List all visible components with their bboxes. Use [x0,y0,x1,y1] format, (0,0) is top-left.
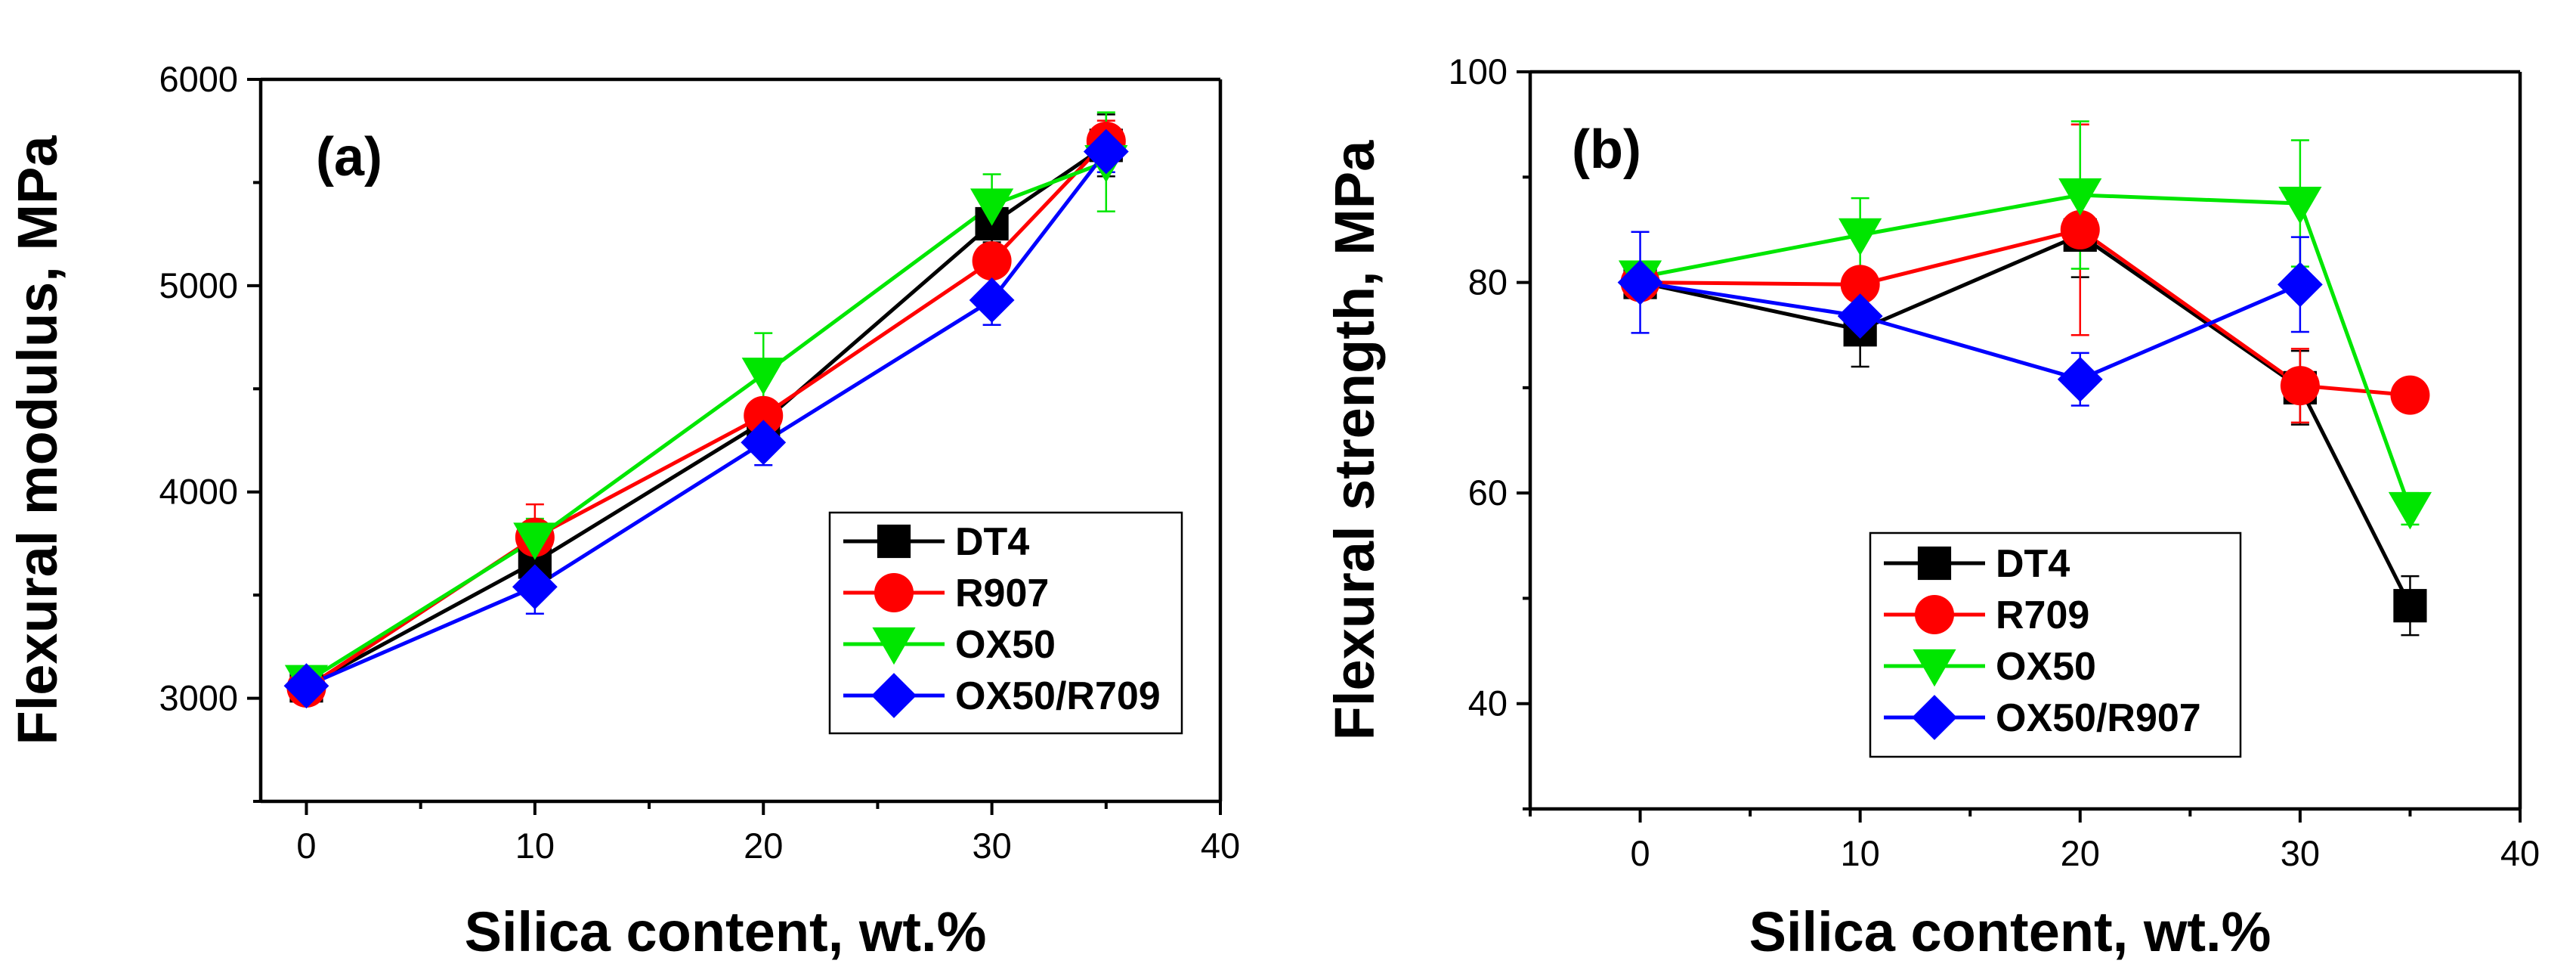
data-point [2057,356,2103,402]
legend-label: R709 [1996,593,2089,637]
data-point [513,522,557,560]
data-point [1840,265,1880,305]
x-axis-title: Silica content, wt.% [1749,900,2271,963]
legend-marker [877,524,911,559]
legend-label: DT4 [955,520,1029,564]
y-axis-title: Flexural strength, MPa [1323,140,1386,740]
data-point [2280,366,2320,406]
x-tick-label: 0 [1630,833,1650,873]
legend-marker [1912,695,1957,740]
x-tick-label: 10 [1841,833,1880,873]
data-point [969,277,1015,323]
legend-label: R907 [955,572,1049,615]
legend-label: OX50/R709 [955,674,1161,718]
data-point [972,241,1012,281]
data-point [744,395,784,435]
legend-marker [874,573,914,612]
y-axis-title: Flexural modulus, MPa [6,135,69,745]
data-point [2278,187,2322,225]
data-point [1837,293,1883,339]
legend-label: OX50/R907 [1996,696,2201,740]
x-axis-title: Silica content, wt.% [465,900,987,963]
y-tick-label: 100 [1449,51,1508,91]
legend-label: DT4 [1996,542,2070,586]
y-tick-label: 40 [1468,683,1508,723]
data-point [2388,491,2432,530]
data-point [741,420,787,466]
data-point [1838,218,1882,256]
x-tick-label: 40 [2500,833,2540,873]
x-tick-label: 0 [296,826,316,866]
data-point [2060,209,2100,249]
y-tick-label: 6000 [159,59,238,99]
legend-marker [872,627,916,665]
y-tick-label: 5000 [159,265,238,305]
data-point [2058,178,2102,216]
data-point [2277,262,2323,308]
x-tick-label: 10 [515,826,555,866]
panel-label: (b) [1572,119,1641,180]
legend: DT4 R709 OX50 OX50/R907 [1869,531,2242,758]
legend-marker [1913,649,1956,687]
data-point [2393,589,2427,623]
panel-label: (a) [316,127,382,187]
x-tick-label: 40 [1201,826,1240,866]
legend-marker [871,673,917,718]
y-tick-label: 3000 [159,678,238,718]
data-point [741,358,785,395]
x-tick-label: 30 [972,826,1011,866]
data-point [283,663,329,709]
x-tick-label: 30 [2281,833,2320,873]
chart-panel-b: 0 10 20 30 40 40 60 80 100 Silica content, wt.% Fl… [1323,51,2540,963]
series-line [1640,280,2301,382]
legend-marker [1915,595,1954,634]
y-tick-label: 4000 [159,472,238,512]
y-tick-label: 80 [1468,262,1508,302]
data-point [1617,259,1663,305]
data-point [512,564,558,610]
legend-label: OX50 [1996,645,2096,689]
data-point [2390,375,2430,415]
x-tick-label: 20 [2061,833,2100,873]
legend-marker [1917,546,1952,581]
legend: DT4 R907 OX50 OX50/R709 [828,511,1183,735]
chart-panel-a: 0 10 20 30 40 3000 4000 5000 6000 Silica content,… [6,59,1240,963]
data-point [970,188,1014,226]
y-tick-label: 60 [1468,473,1508,513]
x-tick-label: 20 [744,826,783,866]
data-point [1083,129,1129,175]
legend-label: OX50 [955,623,1056,667]
